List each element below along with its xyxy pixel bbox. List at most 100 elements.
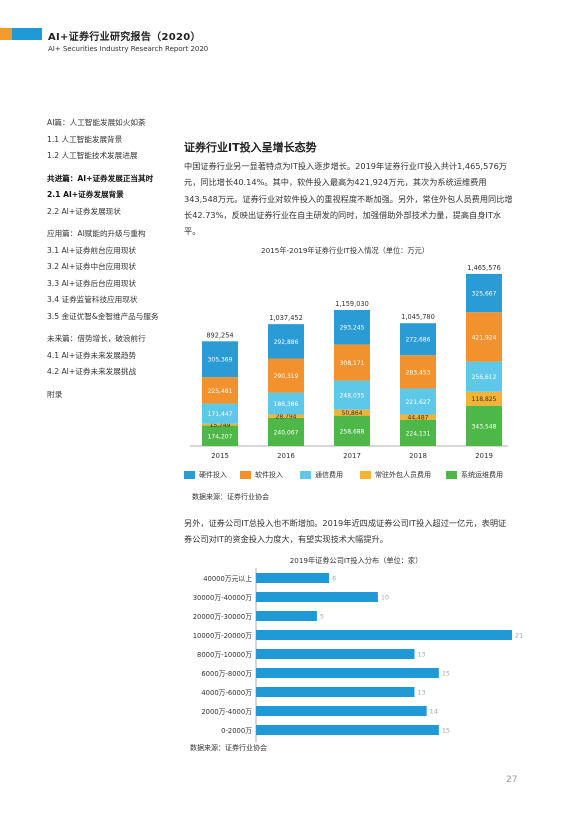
bar-value-label: 325,667 <box>472 291 497 298</box>
bar-segment <box>334 415 370 446</box>
bar-value-label: 118,825 <box>472 396 497 403</box>
toc-item[interactable]: 2.1 AI+证券发展背景 <box>47 190 124 199</box>
bar-total-label: 1,159,030 <box>335 300 369 308</box>
y-tick-label: 20000万-30000万 <box>193 613 252 621</box>
bar-segment <box>268 324 304 359</box>
bar-segment <box>202 425 238 446</box>
hbar <box>256 573 330 583</box>
hbar-value-label: 13 <box>417 651 425 659</box>
bar-value-label: 248,035 <box>340 393 365 400</box>
bar-value-label: 290,319 <box>274 373 299 380</box>
toc-item[interactable]: 3.2 AI+证券中台应用现状 <box>47 262 137 271</box>
bar-value-label: 293,245 <box>340 325 365 332</box>
bar-value-label: 308,171 <box>340 360 365 367</box>
x-tick-label: 2018 <box>409 452 427 460</box>
toc-item[interactable]: 1.2 人工智能技术发展进展 <box>47 151 138 160</box>
legend-item: 硬件投入 <box>184 470 227 480</box>
hbar-value-label: 6 <box>332 575 336 583</box>
stacked-bar-chart: 174,207 15,749 171,447 225,481 305,369 892,25… <box>190 264 508 460</box>
bar-value-label: 50,864 <box>342 410 363 417</box>
bar-value-label: 186,386 <box>274 401 299 408</box>
bar-value-label: 225,481 <box>208 388 233 395</box>
hbar <box>256 668 439 678</box>
chart2-source: 数据来源：证券行业协会 <box>190 744 267 752</box>
bar-segment <box>466 273 502 313</box>
x-tick-label: 2017 <box>343 452 361 460</box>
hbar-value-label: 15 <box>442 670 450 678</box>
legend-label: 常驻外包人员费用 <box>375 471 431 479</box>
hbar <box>256 630 512 640</box>
bar-value-label: 240,067 <box>274 429 299 436</box>
bar-value-label: 44,487 <box>408 415 429 422</box>
hbar <box>256 706 427 716</box>
toc-item[interactable]: 4.1 AI+证券未来发展趋势 <box>47 350 137 360</box>
legend-label: 软件投入 <box>255 471 283 479</box>
page-number: 27 <box>506 775 518 785</box>
x-tick-label: 2015 <box>211 452 229 460</box>
body-paragraph-2: 另外，证券公司IT总投入也不断增加。2019年近四成证券公司IT投入超过一亿元，… <box>184 518 507 545</box>
report-subtitle: AI+ Securities Industry Research Report … <box>48 45 209 53</box>
bar-value-label: 292,886 <box>274 339 299 346</box>
bar-value-label: 15,749 <box>210 422 231 429</box>
toc-item[interactable]: 共进篇：AI+证券发展正当其时 <box>47 173 154 183</box>
hbar <box>256 649 415 659</box>
bar-value-label: 174,207 <box>208 433 233 440</box>
legend-swatch <box>240 471 251 479</box>
hbar-value-label: 15 <box>442 727 450 735</box>
legend-label: 硬件投入 <box>199 471 227 479</box>
x-tick-label: 2016 <box>277 452 295 460</box>
toc-item[interactable]: 3.4 证券监管科技应用现状 <box>47 295 138 304</box>
bar-total-label: 1,045,780 <box>401 313 435 321</box>
hbar <box>256 687 415 697</box>
bar-segment <box>400 419 436 446</box>
bar-segment <box>202 377 238 404</box>
bar-segment <box>400 323 436 356</box>
legend-item: 通信费用 <box>300 470 343 480</box>
x-tick-label: 2019 <box>475 452 493 460</box>
bar-segment <box>268 392 304 415</box>
bar-value-label: 421,924 <box>472 334 497 341</box>
bar-segment <box>202 423 238 426</box>
bar-segment <box>400 388 436 415</box>
legend-swatch <box>446 471 457 479</box>
chart2-title: 2019年证券公司IT投入分布（单位：家） <box>289 556 423 565</box>
bar-segment <box>268 358 304 393</box>
toc-item[interactable]: 3.3 AI+证券后台应用现状 <box>47 278 137 288</box>
header-accent-orange <box>0 28 12 40</box>
section-title: 证券行业IT投入呈增长态势 <box>184 141 317 154</box>
bar-segment <box>268 417 304 446</box>
toc-item[interactable]: 3.5 金证优智&金智维产品与服务 <box>47 311 159 321</box>
y-tick-label: 8000万-10000万 <box>197 651 252 659</box>
y-tick-label: 2000万-4000万 <box>201 708 252 716</box>
header-accent-blue <box>12 28 42 40</box>
bar-segment <box>466 361 502 392</box>
bar-segment <box>334 344 370 381</box>
y-tick-label: 0-2000万 <box>221 727 252 735</box>
chart1-legend: 硬件投入 软件投入 通信费用 常驻外包人员费用 系统运维费用 <box>184 470 524 484</box>
bar-value-label: 305,369 <box>208 357 233 364</box>
table-of-contents: AI篇：人工智能发展如火如荼 1.1 人工智能发展背景 1.2 人工智能技术发展进展… <box>47 117 187 405</box>
y-tick-label: 10000万-20000万 <box>193 632 252 640</box>
y-tick-label: 40000万元以上 <box>203 574 252 583</box>
bar-segment <box>334 409 370 416</box>
toc-item[interactable]: 未来篇：借势增长，破浪前行 <box>47 334 146 343</box>
bar-segment <box>400 355 436 389</box>
toc-item[interactable]: 1.1 人工智能发展背景 <box>47 134 123 144</box>
toc-item[interactable]: AI篇：人工智能发展如火如荼 <box>47 118 146 127</box>
toc-item[interactable]: 附录 <box>47 389 63 399</box>
toc-item[interactable]: 4.2 AI+证券未来发展挑战 <box>47 367 137 376</box>
bar-value-label: 171,447 <box>208 411 233 418</box>
legend-item: 软件投入 <box>240 470 283 480</box>
body-paragraph-1: 中国证券行业另一显著特点为IT投入逐步增长。2019年证券行业IT投入共计1,4… <box>184 161 513 237</box>
chart1-source: 数据来源：证券行业协会 <box>192 493 269 501</box>
toc-item[interactable]: 3.1 AI+证券前台应用现状 <box>47 245 137 255</box>
toc-item[interactable]: 2.2 AI+证券发展现状 <box>47 206 121 216</box>
bar-value-label: 272,686 <box>406 337 431 344</box>
toc-item[interactable]: 应用篇：AI赋能的升级与重构 <box>47 229 146 238</box>
bar-total-label: 892,254 <box>206 331 233 339</box>
legend-label: 通信费用 <box>315 471 343 479</box>
legend-swatch <box>184 471 195 479</box>
hbar-value-label: 5 <box>320 613 324 621</box>
hbar-value-label: 10 <box>381 594 389 602</box>
bar-segment <box>202 341 238 378</box>
